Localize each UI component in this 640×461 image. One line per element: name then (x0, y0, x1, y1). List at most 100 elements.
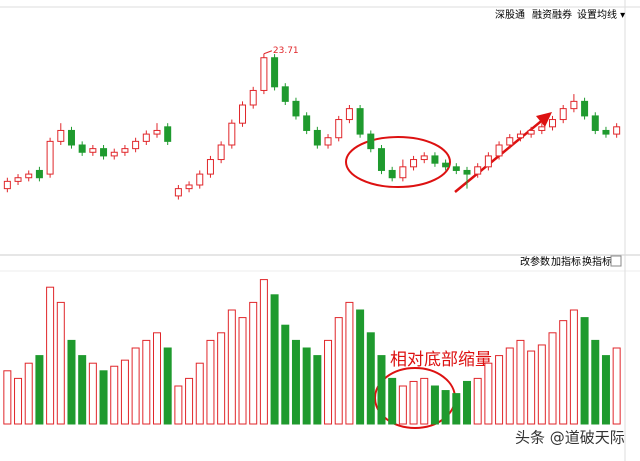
volume-bar (463, 380, 471, 425)
candle-body (110, 151, 118, 157)
volume-bar (420, 377, 429, 425)
volume-bar (35, 355, 44, 425)
candle-body (239, 104, 247, 124)
volume-bar (14, 377, 23, 425)
candle-body (206, 159, 214, 175)
candle-body (142, 133, 150, 142)
volume-bar (120, 359, 129, 425)
candle-body (3, 180, 11, 190)
candle-body (345, 108, 353, 121)
candle-body (463, 169, 471, 175)
volume-bar (452, 393, 461, 425)
candle-body (35, 169, 43, 179)
volume-bar (569, 309, 578, 425)
candle-body (67, 129, 75, 146)
candle-body (484, 155, 492, 168)
candle-body (527, 129, 535, 135)
volume-bar (217, 332, 226, 425)
indicator-button[interactable]: 换指标 (582, 255, 612, 268)
candle-body (25, 173, 33, 179)
volume-bar (473, 377, 482, 425)
candle-body (100, 148, 108, 157)
candle-body (367, 133, 375, 150)
volume-bar (24, 362, 33, 425)
volume-bar (345, 301, 354, 425)
candle-body (89, 148, 97, 153)
volume-bar (324, 339, 333, 425)
candle-body (78, 144, 86, 153)
candle-body (46, 140, 54, 175)
volume-bar (580, 317, 589, 425)
candle-body (153, 129, 161, 135)
volume-bar (249, 301, 258, 425)
candle-body (185, 184, 193, 190)
volume-bar (88, 362, 97, 425)
candle-body (410, 159, 418, 168)
candle-body (335, 119, 343, 139)
candle-body (377, 148, 385, 171)
volume-bar (174, 385, 183, 425)
volume-bar (377, 355, 386, 425)
candle-body (591, 115, 599, 131)
arrow-head (536, 112, 552, 127)
candle-body (506, 137, 514, 146)
volume-bar (99, 370, 108, 425)
volume-bar (110, 365, 119, 425)
candle-body (516, 133, 524, 139)
candle-body (164, 126, 172, 142)
volume-bar (548, 332, 557, 425)
candle-body (549, 119, 557, 128)
volume-bar (334, 317, 343, 425)
candle-body (132, 140, 140, 150)
candle-body (495, 144, 503, 157)
candle-body (174, 188, 182, 197)
volume-bar (484, 362, 493, 425)
candle-body (581, 100, 589, 117)
volume-bar (516, 339, 525, 425)
volume-bar (302, 347, 311, 425)
candle-body (452, 166, 460, 171)
candle-body (196, 173, 204, 186)
tab[interactable]: 设置均线 ▾ (577, 8, 625, 21)
volume-bar (601, 355, 610, 425)
highlight-ellipse (345, 136, 451, 188)
volume-bar (559, 320, 568, 425)
candle-body (474, 166, 482, 175)
candle-body (602, 129, 610, 135)
volume-bar (259, 279, 268, 425)
candle-body (559, 108, 567, 121)
volume-bar (441, 390, 450, 425)
candle-body (613, 126, 621, 135)
volume-bar (153, 332, 161, 425)
volume-bar (430, 385, 439, 425)
candle-body (538, 126, 546, 131)
volume-bar (78, 355, 87, 425)
indicator-button[interactable]: 改参数 (520, 255, 550, 268)
volume-bar (238, 317, 247, 425)
candle-body (399, 166, 407, 179)
candle-body (281, 86, 289, 102)
candle-body (292, 100, 300, 117)
volume-bar (46, 286, 55, 425)
volume-bar (227, 309, 236, 425)
candle-body (303, 115, 311, 131)
close-button[interactable] (610, 255, 622, 267)
indicator-button[interactable]: 加指标 (551, 255, 581, 268)
volume-bar (612, 347, 621, 425)
volume-bar (527, 350, 536, 425)
candle-body (356, 108, 364, 135)
volume-bar (67, 339, 76, 425)
volume-bar (537, 344, 546, 425)
candle-body (121, 148, 129, 153)
volume-bar (131, 347, 140, 425)
volume-bar (591, 339, 600, 425)
annotation: 相对底部缩量 (390, 350, 492, 370)
candle-body (228, 122, 236, 146)
volume-bar (270, 294, 279, 425)
tab[interactable]: 深股通 (495, 9, 525, 21)
tab[interactable]: 融资融券 (532, 8, 572, 21)
volume-bar (388, 377, 397, 425)
candle-body (14, 177, 22, 182)
candle-body (260, 57, 268, 91)
volume-bar (398, 385, 407, 425)
